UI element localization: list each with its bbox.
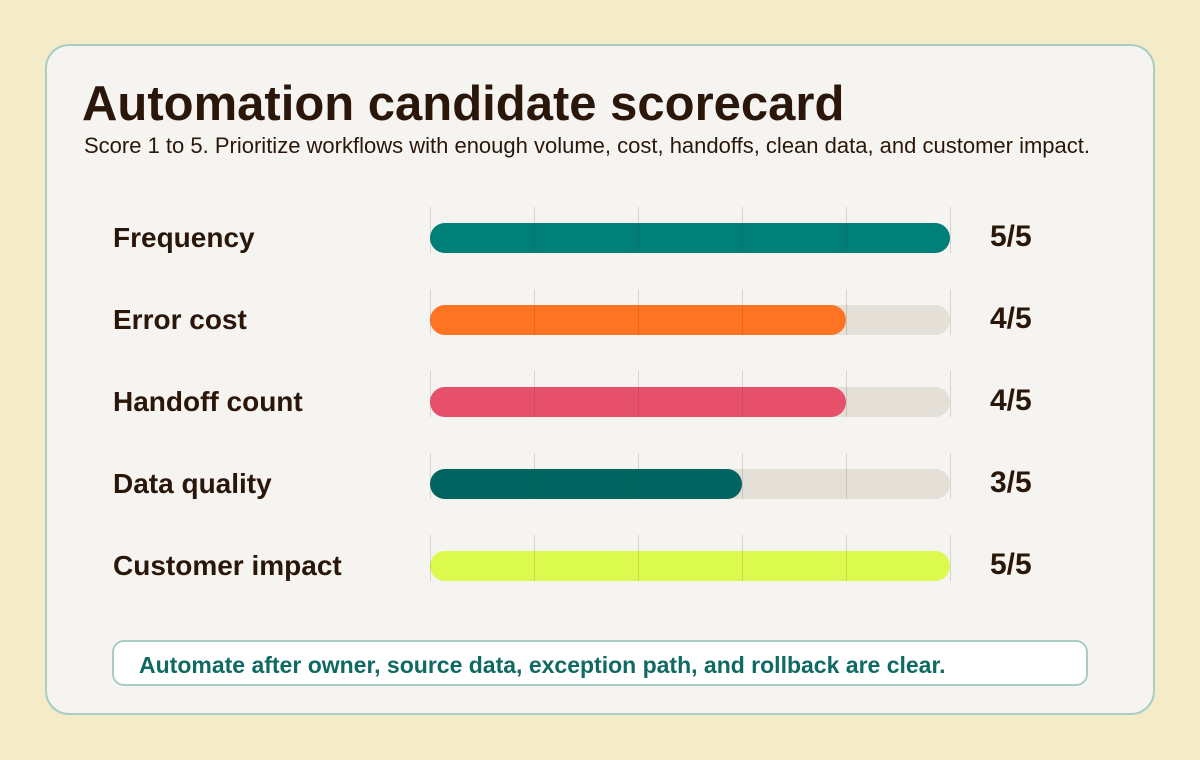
score-row-data-quality: Data quality 3/5 xyxy=(0,453,1200,507)
score-bar-fill xyxy=(430,387,846,417)
score-row-frequency: Frequency 5/5 xyxy=(0,207,1200,261)
row-label: Data quality xyxy=(113,468,272,499)
scale-gridline xyxy=(638,535,639,581)
row-label: Error cost xyxy=(113,304,247,335)
score-bar-track xyxy=(430,371,951,417)
scale-gridline xyxy=(846,207,847,253)
row-label: Frequency xyxy=(113,222,255,253)
row-label: Handoff count xyxy=(113,386,303,417)
score-bar-fill xyxy=(430,469,742,499)
score-row-customer-impact: Customer impact 5/5 xyxy=(0,535,1200,589)
row-score: 3/5 xyxy=(990,466,1032,499)
scale-gridline xyxy=(742,453,743,499)
score-bar-track xyxy=(430,289,951,335)
scale-gridline xyxy=(534,371,535,417)
scale-gridline xyxy=(846,453,847,499)
scale-gridline xyxy=(534,535,535,581)
scale-gridline xyxy=(846,289,847,335)
scale-gridline xyxy=(638,453,639,499)
row-score: 4/5 xyxy=(990,302,1032,335)
scorecard-card xyxy=(45,44,1155,715)
scale-gridline xyxy=(430,289,431,335)
scale-gridline xyxy=(846,535,847,581)
row-label: Customer impact xyxy=(113,550,342,581)
row-score: 5/5 xyxy=(990,220,1032,253)
row-score: 4/5 xyxy=(990,384,1032,417)
recommendation-note: Automate after owner, source data, excep… xyxy=(112,640,1088,686)
scale-gridline xyxy=(742,207,743,253)
scale-gridline xyxy=(430,535,431,581)
page-title: Automation candidate scorecard xyxy=(82,77,845,131)
scale-gridline xyxy=(638,207,639,253)
scale-gridline xyxy=(950,371,951,417)
scale-gridline xyxy=(638,289,639,335)
scale-gridline xyxy=(430,453,431,499)
scale-gridline xyxy=(534,207,535,253)
scale-gridline xyxy=(534,453,535,499)
row-score: 5/5 xyxy=(990,548,1032,581)
scale-gridline xyxy=(638,371,639,417)
scale-gridline xyxy=(430,371,431,417)
scale-gridline xyxy=(742,371,743,417)
score-bar-track xyxy=(430,453,951,499)
scale-gridline xyxy=(430,207,431,253)
scale-gridline xyxy=(742,289,743,335)
score-bar-fill xyxy=(430,551,950,581)
score-row-error-cost: Error cost 4/5 xyxy=(0,289,1200,343)
score-bar-fill xyxy=(430,305,846,335)
scale-gridline xyxy=(950,289,951,335)
score-row-handoff-count: Handoff count 4/5 xyxy=(0,371,1200,425)
scale-gridline xyxy=(950,453,951,499)
score-bar-track xyxy=(430,207,951,253)
scale-gridline xyxy=(534,289,535,335)
score-bar-fill xyxy=(430,223,950,253)
scale-gridline xyxy=(950,207,951,253)
score-bar-track xyxy=(430,535,951,581)
scale-gridline xyxy=(846,371,847,417)
scale-gridline xyxy=(950,535,951,581)
page-subtitle: Score 1 to 5. Prioritize workflows with … xyxy=(84,133,1090,158)
recommendation-note-text: Automate after owner, source data, excep… xyxy=(139,652,946,678)
scale-gridline xyxy=(742,535,743,581)
